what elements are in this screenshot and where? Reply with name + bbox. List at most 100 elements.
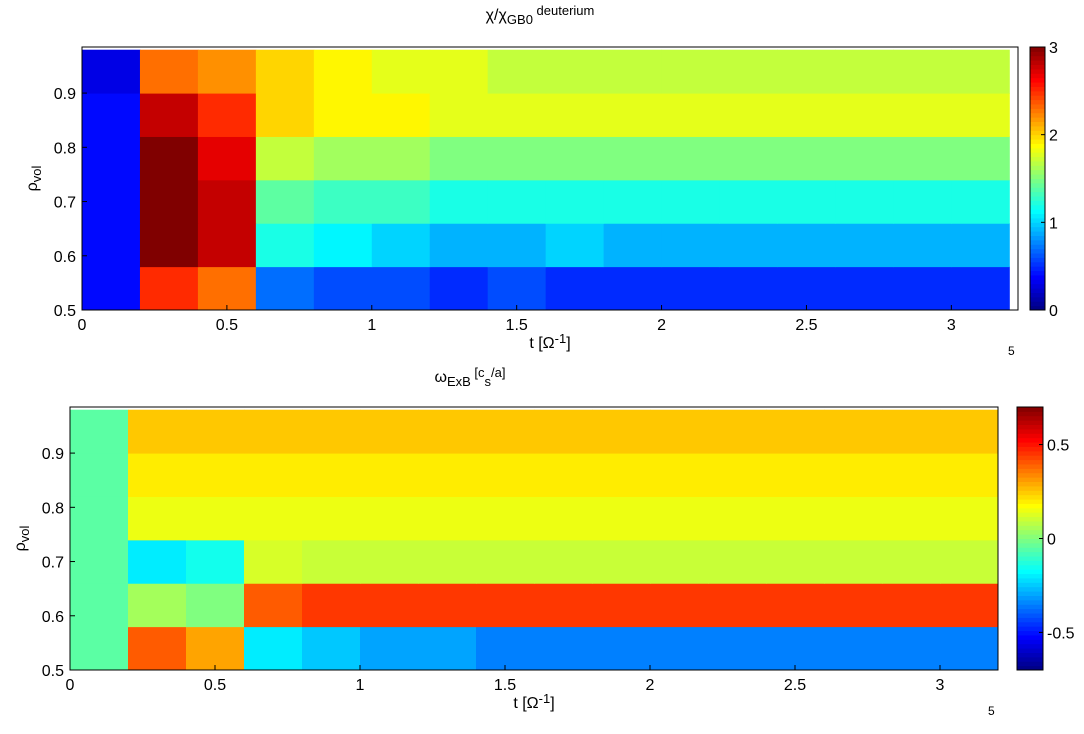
cell xyxy=(360,583,419,628)
cell xyxy=(661,266,721,310)
y-tick-label: 0.5 xyxy=(54,303,76,320)
cell xyxy=(302,453,361,497)
chart-title-part: deuterium xyxy=(533,3,594,18)
cell xyxy=(70,409,129,454)
cell xyxy=(708,496,767,541)
colorbar-step xyxy=(1017,617,1043,623)
cell xyxy=(255,266,315,310)
colorbar-step xyxy=(1017,595,1043,601)
x-tick-label: 2 xyxy=(646,677,655,694)
x-axis-label: t [Ω-1] xyxy=(529,331,570,352)
cell xyxy=(940,496,998,541)
cell xyxy=(302,583,361,628)
cell xyxy=(824,409,883,454)
colorbar-step xyxy=(1030,147,1045,153)
y-axis-label-part: ρ xyxy=(12,542,29,551)
colorbar-step xyxy=(1017,499,1043,504)
cell xyxy=(476,626,535,670)
colorbar-step xyxy=(1017,634,1043,640)
cell xyxy=(371,49,431,94)
cell xyxy=(186,626,245,670)
colorbar-step xyxy=(1017,420,1043,426)
cell xyxy=(302,496,361,541)
cell xyxy=(197,49,257,94)
cell xyxy=(650,496,709,541)
colorbar-step xyxy=(1030,99,1045,105)
colorbar-step xyxy=(1017,556,1043,561)
cell xyxy=(603,49,663,94)
colorbar-step xyxy=(1030,112,1045,118)
cell xyxy=(128,453,187,497)
cell xyxy=(545,266,605,310)
colorbar-step xyxy=(1030,274,1045,280)
cell xyxy=(70,539,129,584)
colorbar-step xyxy=(1030,130,1045,136)
chart-title-part: /a] xyxy=(491,365,505,380)
cell xyxy=(139,223,199,268)
colorbar-step xyxy=(1030,139,1045,144)
cell xyxy=(534,409,593,454)
colorbar-step xyxy=(1017,446,1043,452)
colorbar-step xyxy=(1030,174,1045,179)
cell xyxy=(650,626,709,670)
cell xyxy=(661,223,721,268)
cell xyxy=(835,49,894,94)
x-axis-label-part: -1 xyxy=(555,331,567,346)
cell xyxy=(719,179,778,224)
colorbar-step xyxy=(1030,68,1045,74)
y-tick-label: 0.5 xyxy=(42,663,64,680)
colorbar-step xyxy=(1017,542,1043,548)
cell xyxy=(603,223,663,268)
cell xyxy=(592,453,651,497)
cell xyxy=(719,136,778,181)
plot-frame xyxy=(69,406,999,671)
colorbar-step xyxy=(1017,604,1043,610)
cell xyxy=(139,266,199,310)
cell xyxy=(882,409,941,454)
colorbar-frame xyxy=(1029,46,1046,311)
colorbar-step xyxy=(1030,200,1045,206)
chart-title: ωExB [cs/a] xyxy=(434,365,505,388)
cell xyxy=(824,453,883,497)
cell xyxy=(186,583,245,628)
cell xyxy=(302,409,361,454)
colorbar-step xyxy=(1030,266,1045,272)
cell xyxy=(70,453,129,497)
cell xyxy=(882,539,941,584)
cell xyxy=(139,136,199,181)
y-tick-label: 0.6 xyxy=(42,609,64,626)
colorbar-step xyxy=(1030,121,1045,127)
cell xyxy=(128,583,187,628)
x-tick-label: 3 xyxy=(947,317,956,334)
x-tick-label: 2.5 xyxy=(795,317,817,334)
cell xyxy=(719,49,778,94)
colorbar-step xyxy=(1017,437,1043,443)
colorbar-step xyxy=(1030,213,1045,219)
colorbar-step xyxy=(1017,534,1043,539)
colorbar-tick-label: 0 xyxy=(1047,532,1056,549)
colorbar-tick-label: -0.5 xyxy=(1047,625,1075,642)
cell xyxy=(197,266,257,310)
y-axis-label: ρvol xyxy=(24,166,44,192)
cell xyxy=(766,539,825,584)
colorbar-step xyxy=(1017,463,1043,469)
cell xyxy=(255,223,315,268)
cell xyxy=(82,136,141,181)
x-tick-label: 0 xyxy=(66,677,75,694)
cell xyxy=(313,49,373,94)
colorbar-step xyxy=(1030,143,1045,149)
colorbar-step xyxy=(1030,191,1045,197)
colorbar-step xyxy=(1030,196,1045,201)
colorbar-step xyxy=(1030,51,1045,57)
colorbar-step xyxy=(1030,134,1045,140)
cell xyxy=(313,179,373,224)
cell xyxy=(360,409,419,454)
colorbar-step xyxy=(1030,209,1045,215)
cell xyxy=(893,266,952,310)
cell xyxy=(487,93,547,137)
cell xyxy=(592,583,651,628)
cell xyxy=(244,409,303,454)
x-axis-label-part: ] xyxy=(550,695,554,712)
cell xyxy=(893,136,952,181)
cell xyxy=(534,626,593,670)
